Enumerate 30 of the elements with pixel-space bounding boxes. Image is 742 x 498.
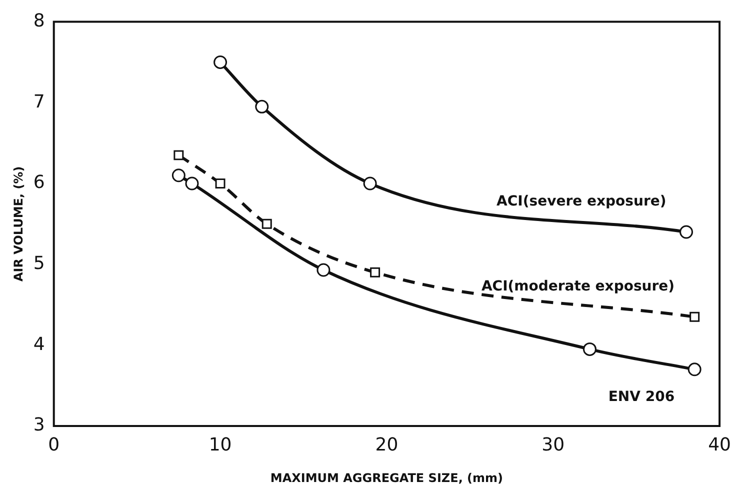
y-tick-label: 6 — [33, 172, 45, 194]
y-tick-label: 7 — [33, 91, 45, 112]
point — [370, 267, 380, 278]
point — [363, 176, 377, 190]
point — [316, 263, 330, 277]
point — [255, 100, 269, 114]
x-axis-title: MAXIMUM AGGREGATE SIZE, (mm) — [270, 470, 504, 485]
series-label: ACI(severe exposure) — [496, 194, 666, 210]
point — [690, 312, 700, 322]
point — [680, 225, 694, 239]
x-tick-label: 40 — [708, 434, 731, 456]
point — [582, 342, 596, 356]
point — [262, 218, 272, 229]
y-tick-label: 5 — [33, 252, 45, 274]
series-label: ENV 206 — [608, 389, 675, 406]
point — [214, 55, 228, 69]
series-label: ACI(moderate exposure) — [481, 278, 675, 295]
y-tick-label: 8 — [33, 10, 45, 32]
point — [688, 362, 702, 376]
point — [215, 178, 226, 188]
point — [174, 150, 184, 160]
x-tick-label: 0 — [48, 434, 60, 456]
x-tick-label: 10 — [208, 434, 232, 456]
point — [172, 168, 186, 182]
y-tick-label: 4 — [33, 334, 45, 355]
point — [185, 176, 199, 190]
x-tick-label: 20 — [375, 434, 398, 456]
y-axis-title: AIR VOLUME, (%) — [11, 166, 26, 282]
y-tick-label: 3 — [33, 414, 45, 436]
x-tick-label: 30 — [542, 434, 565, 456]
